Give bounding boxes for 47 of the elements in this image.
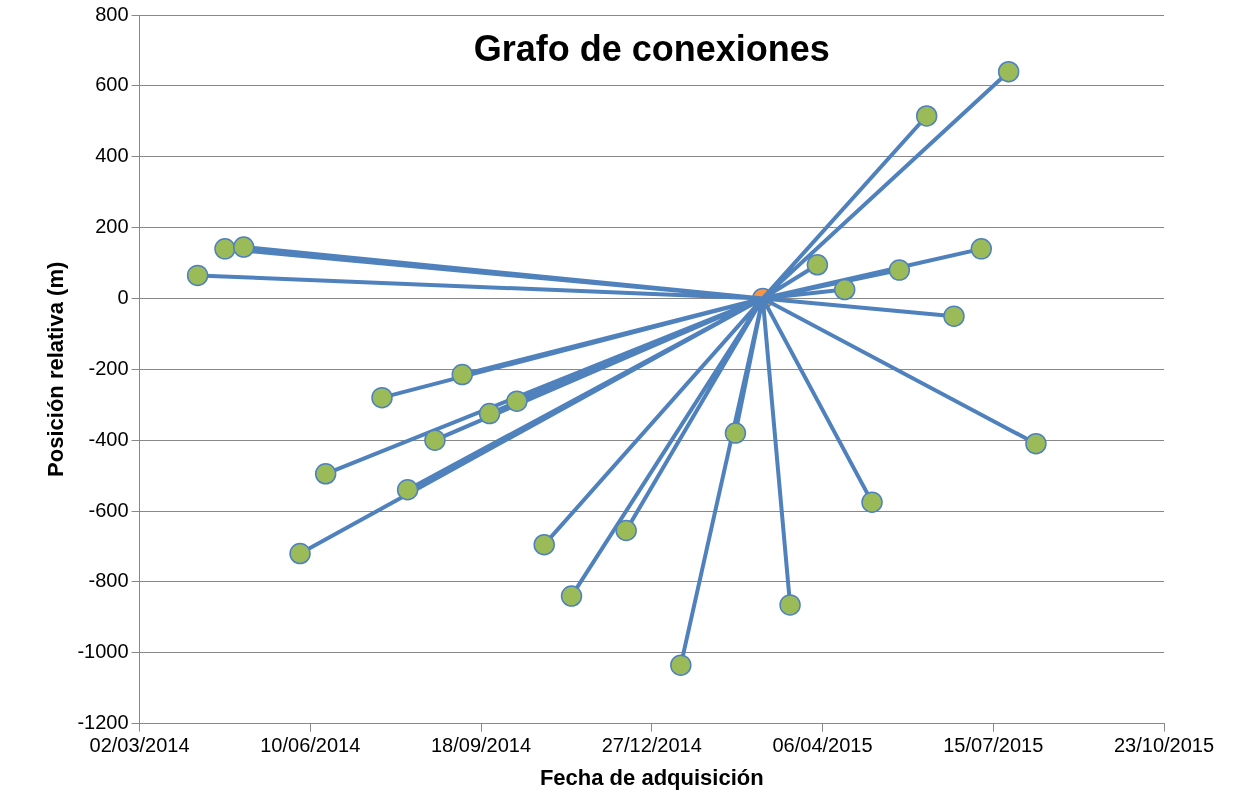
point [861,491,883,513]
point [451,363,473,386]
y-tick-label: 0 [117,285,129,308]
y-axis-title: Posición relativa (m) [43,261,69,477]
point [888,259,911,281]
point [779,594,801,616]
y-tick-label: 600 [95,73,129,96]
point [506,390,528,412]
point [724,422,747,444]
point [997,60,1020,83]
x-tick-label: 02/03/2014 [89,734,190,757]
point [615,519,637,542]
point [915,105,938,127]
point [670,654,692,676]
point [186,264,209,287]
point [943,305,965,327]
x-tick-label: 27/12/2014 [601,734,702,757]
point [232,236,255,258]
point [289,542,311,565]
y-tick-label: 200 [95,215,129,238]
y-tick-label: -600 [88,498,129,521]
y-tick-label: -800 [88,569,129,592]
point [214,238,236,260]
point [560,585,583,607]
y-tick-label: -1000 [77,640,129,663]
y-tick-label: -1200 [77,711,129,734]
point [970,238,993,260]
x-axis-title: Fecha de adquisición [539,764,764,790]
point [1025,432,1047,455]
x-tick-label: 10/06/2014 [260,734,361,757]
x-tick-label: 23/10/2015 [1113,734,1215,757]
point [371,386,393,409]
point [533,533,555,556]
y-tick-label: -200 [88,356,129,379]
point [806,254,829,276]
x-tick-label: 18/09/2014 [430,734,532,757]
point [833,278,856,301]
chart-title: Grafo de conexiones [473,27,830,69]
point [424,429,446,451]
y-tick-label: 800 [95,2,129,25]
x-tick-label: 06/04/2015 [772,734,873,757]
x-tick-label: 15/07/2015 [943,734,1044,757]
y-tick-label: 400 [95,144,129,167]
point [314,463,337,485]
y-tick-label: -400 [88,427,129,450]
point [396,479,419,501]
point [478,402,501,425]
